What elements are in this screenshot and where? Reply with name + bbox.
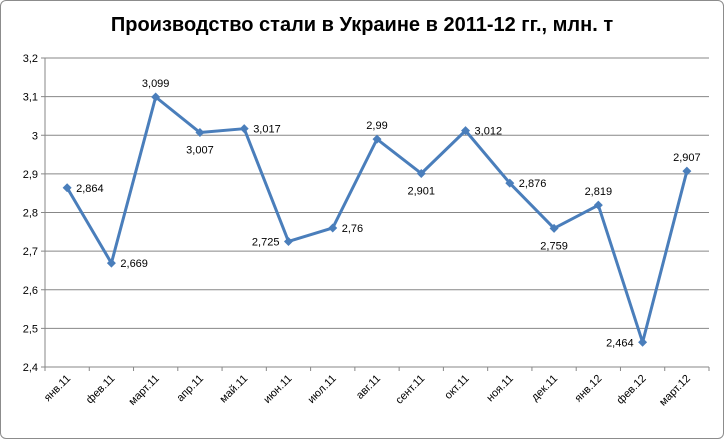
data-label: 2,876	[519, 178, 547, 190]
data-point	[549, 223, 559, 233]
data-labels: 2,864 2,669 3,099 3,007 3,017 2,725 2,76 2,99 2,…	[76, 78, 700, 349]
data-point	[461, 126, 471, 136]
axes	[44, 58, 710, 371]
data-label: 2,819	[585, 186, 613, 198]
data-point	[372, 134, 382, 144]
data-label: 2,464	[606, 337, 634, 349]
y-tick-labels: 2,4 2,5 2,6 2,7 2,8 2,9 3 3,1 3,2	[23, 53, 38, 374]
y-tick-label: 2,6	[23, 285, 38, 297]
y-tick-label: 2,7	[23, 246, 38, 258]
data-point	[106, 258, 116, 268]
data-label: 2,907	[673, 152, 701, 164]
x-tick-label: июн.11	[261, 373, 294, 406]
data-point	[505, 178, 515, 188]
x-tick-label: янв.11	[42, 373, 73, 404]
series-line	[65, 95, 689, 344]
x-tick-label: фев.11	[84, 373, 118, 407]
x-tick-labels: янв.11 фев.11 март.11 апр.11 май.11 июн.11 июл…	[42, 373, 693, 409]
data-label: 2,669	[120, 258, 148, 270]
data-point	[593, 200, 603, 210]
x-tick-label: дек.11	[529, 373, 560, 404]
data-label: 3,099	[142, 78, 170, 90]
x-tick-label: янв.12	[573, 373, 605, 405]
data-label: 2,99	[366, 120, 387, 132]
gridlines	[41, 57, 709, 368]
data-label: 2,725	[252, 236, 280, 248]
data-point	[638, 337, 648, 347]
x-tick-label: фев.12	[615, 373, 649, 407]
x-tick-label: июл.11	[306, 373, 339, 406]
x-tick-label: окт.11	[442, 373, 471, 402]
y-tick-label: 3,1	[23, 92, 38, 104]
data-label: 3,017	[253, 124, 281, 136]
x-tick-label: апр.11	[174, 373, 206, 405]
data-point	[328, 223, 338, 233]
x-tick-label: май.11	[218, 373, 251, 406]
y-tick-label: 3,2	[23, 53, 38, 65]
x-tick-label: март.12	[657, 373, 693, 409]
y-tick-label: 2,4	[23, 362, 38, 374]
data-label: 2,759	[540, 240, 568, 252]
data-label: 3,012	[475, 126, 503, 138]
data-label: 2,901	[408, 185, 436, 197]
y-tick-label: 2,8	[23, 208, 38, 220]
x-tick-label: март.11	[127, 373, 162, 408]
y-tick-label: 3	[32, 130, 38, 142]
y-tick-label: 2,9	[23, 169, 38, 181]
x-tick-label: сент.11	[393, 373, 427, 407]
x-tick-label: авг.11	[354, 373, 383, 402]
data-label: 2,864	[76, 183, 104, 195]
chart-title: Производство стали в Украине в 2011-12 г…	[110, 14, 614, 36]
data-label: 2,76	[342, 223, 363, 235]
data-point	[283, 236, 293, 246]
y-tick-label: 2,5	[23, 323, 38, 335]
data-point	[151, 92, 161, 102]
x-tick-label: ноя.11	[484, 373, 516, 405]
data-point	[416, 168, 426, 178]
data-label: 3,007	[186, 145, 214, 157]
data-point	[239, 124, 249, 134]
data-point	[195, 128, 205, 138]
data-point	[682, 166, 692, 176]
series-polyline	[65, 95, 689, 344]
